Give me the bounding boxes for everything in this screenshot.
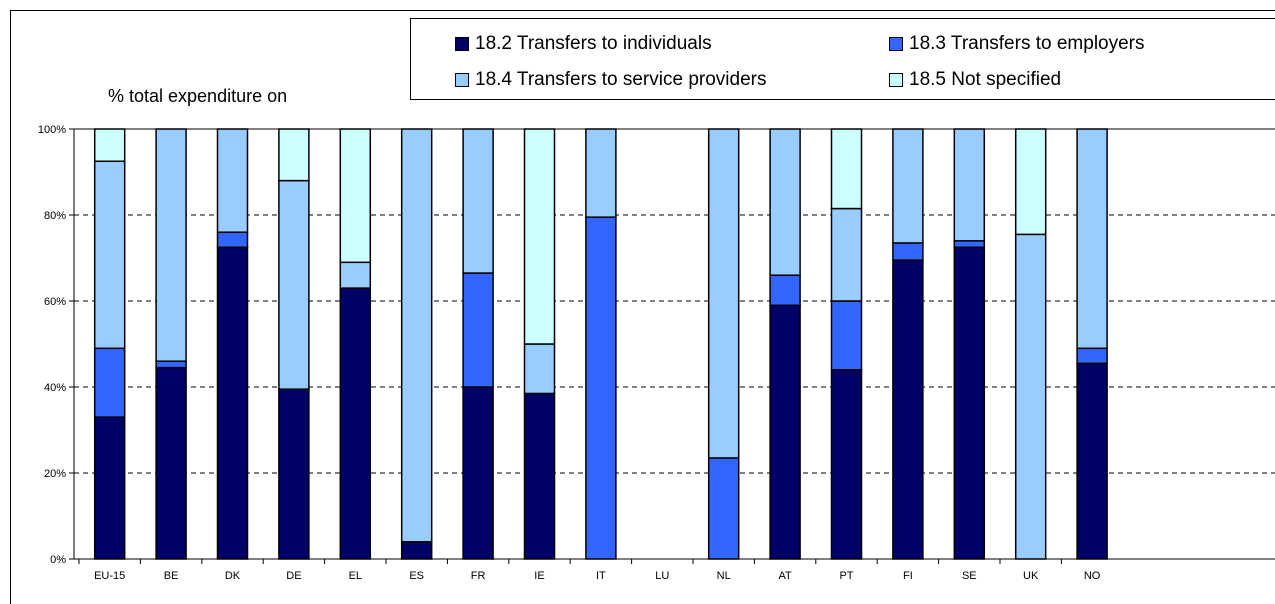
legend-swatch-individuals — [455, 37, 469, 51]
x-tick-label: FR — [471, 570, 486, 582]
bar-no-series-1 — [1076, 347, 1108, 365]
y-tick-label: 40% — [44, 382, 66, 394]
bar-se-series-0 — [953, 246, 986, 560]
x-tick-label: NO — [1084, 570, 1101, 582]
bar-at-series-1 — [769, 274, 801, 307]
bar-de-series-3 — [278, 128, 310, 182]
legend-item-service-providers: 18.4 Transfers to service providers — [455, 69, 766, 91]
bar-fi-series-1 — [892, 242, 924, 261]
x-tick-label: EU-15 — [94, 570, 125, 582]
bar-it-series-1 — [585, 216, 617, 560]
legend-label-not-specified: 18.5 Not specified — [909, 69, 1062, 90]
bar-ie-series-0 — [523, 392, 556, 560]
bar-ie-series-3 — [523, 128, 556, 345]
bar-fr-series-2 — [462, 128, 494, 274]
bar-pt-series-2 — [830, 207, 863, 302]
x-tick-label: SE — [962, 570, 977, 582]
legend-label-individuals: 18.2 Transfers to individuals — [475, 33, 712, 54]
bar-fr-series-0 — [462, 386, 494, 560]
bar-nl-series-2 — [707, 128, 740, 459]
chart-frame — [10, 10, 1275, 604]
legend-item-individuals: 18.2 Transfers to individuals — [455, 33, 712, 55]
y-axis-title: % total expenditure on — [108, 86, 288, 106]
legend-label-service-providers: 18.4 Transfers to service providers — [475, 69, 767, 90]
x-tick-label: DE — [286, 570, 301, 582]
bar-eu-15-series-0 — [93, 416, 126, 560]
x-tick-label: DK — [225, 570, 241, 582]
bar-at-series-0 — [769, 304, 801, 560]
bar-uk-series-2 — [1014, 233, 1047, 560]
bar-dk-series-1 — [216, 231, 249, 248]
bar-no-series-2 — [1076, 128, 1108, 350]
y-tick-label: 0% — [50, 554, 66, 566]
x-tick-label: LU — [655, 570, 669, 582]
bar-it-series-2 — [585, 128, 617, 218]
x-tick-label: AT — [778, 570, 792, 582]
bar-fi-series-2 — [892, 128, 924, 244]
x-tick-label: ES — [409, 570, 424, 582]
legend-item-not-specified: 18.5 Not specified — [889, 69, 1061, 91]
legend-swatch-service-providers — [455, 73, 469, 87]
bar-de-series-2 — [278, 179, 310, 390]
bar-pt-series-3 — [830, 128, 863, 210]
y-tick-label: 60% — [44, 296, 66, 308]
bar-eu-15-series-1 — [93, 347, 126, 418]
x-tick-label: BE — [164, 570, 179, 582]
legend-label-employers: 18.3 Transfers to employers — [909, 33, 1145, 54]
bar-se-series-2 — [953, 128, 986, 242]
bar-se-series-1 — [953, 240, 986, 249]
legend: 18.2 Transfers to individuals 18.3 Trans… — [410, 18, 1275, 100]
bar-uk-series-3 — [1014, 128, 1047, 236]
bar-pt-series-1 — [830, 300, 863, 371]
bar-fr-series-1 — [462, 272, 494, 388]
bar-ie-series-2 — [523, 343, 556, 395]
x-tick-label: EL — [349, 570, 362, 582]
bar-at-series-2 — [769, 128, 801, 276]
y-tick-label: 100% — [38, 124, 66, 136]
bar-el-series-2 — [339, 261, 372, 289]
bar-no-series-0 — [1076, 362, 1108, 560]
bar-pt-series-0 — [830, 369, 863, 560]
y-tick-label: 20% — [44, 468, 66, 480]
x-tick-label: IT — [596, 570, 606, 582]
x-tick-label: PT — [839, 570, 853, 582]
bar-el-series-0 — [339, 287, 372, 560]
bar-de-series-0 — [278, 388, 310, 560]
x-tick-label: FI — [903, 570, 913, 582]
bar-be-series-2 — [155, 128, 187, 362]
bar-dk-series-0 — [216, 246, 249, 560]
bar-eu-15-series-2 — [93, 160, 126, 350]
legend-swatch-employers — [889, 37, 903, 51]
legend-item-employers: 18.3 Transfers to employers — [889, 33, 1145, 55]
bar-es-series-2 — [400, 128, 433, 543]
bar-fi-series-0 — [892, 259, 924, 560]
legend-swatch-not-specified — [889, 73, 903, 87]
bar-dk-series-2 — [216, 128, 249, 233]
x-tick-label: UK — [1023, 570, 1039, 582]
y-tick-label: 80% — [44, 210, 66, 222]
bar-be-series-0 — [155, 366, 187, 560]
x-tick-label: NL — [717, 570, 731, 582]
bar-nl-series-1 — [707, 457, 740, 560]
bar-el-series-3 — [339, 128, 372, 264]
bar-be-series-1 — [155, 360, 187, 369]
bar-es-series-0 — [400, 541, 433, 560]
x-tick-label: IE — [534, 570, 544, 582]
bar-eu-15-series-3 — [93, 128, 126, 162]
